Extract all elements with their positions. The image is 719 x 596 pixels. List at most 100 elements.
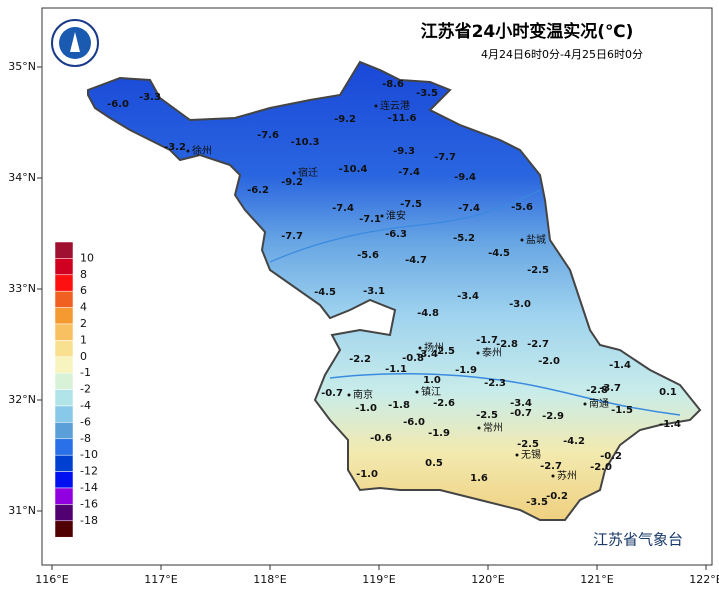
- province-shape: [87, 60, 702, 521]
- station-value: -11.6: [388, 113, 417, 124]
- station-value: -9.2: [281, 177, 303, 188]
- station-value: -1.9: [428, 428, 450, 439]
- city-name: 徐州: [192, 144, 212, 157]
- city-dot: [415, 390, 419, 394]
- legend-swatch: [54, 487, 74, 505]
- station-value: -3.4: [457, 291, 479, 302]
- lat-tick-label: 34°N: [8, 171, 36, 184]
- station-value: -2.7: [540, 461, 562, 472]
- legend-label: -16: [80, 497, 98, 510]
- station-value: -7.4: [398, 167, 420, 178]
- station-value: 0.1: [659, 387, 677, 398]
- legend-label: -14: [80, 481, 98, 494]
- legend-label: -2: [80, 383, 91, 396]
- station-value: -2.5: [527, 265, 549, 276]
- station-value: -0.6: [370, 433, 392, 444]
- legend-label: -10: [80, 448, 98, 461]
- station-value: -1.7: [476, 335, 498, 346]
- station-value: -10.3: [291, 137, 320, 148]
- station-value: -10.4: [339, 164, 368, 175]
- station-value: -0.2: [600, 451, 622, 462]
- city-dot: [347, 393, 351, 397]
- station-value: -1.1: [385, 364, 407, 375]
- station-value: -0.7: [321, 388, 343, 399]
- station-value: -1.8: [388, 400, 410, 411]
- station-value: -3.5: [416, 88, 438, 99]
- legend-swatch: [54, 389, 74, 407]
- station-value: -2.5: [517, 439, 539, 450]
- legend-swatch: [54, 504, 74, 522]
- station-value: -4.5: [314, 287, 336, 298]
- city-name: 盐城: [526, 233, 546, 246]
- city-name: 连云港: [380, 99, 410, 112]
- legend-swatch: [54, 471, 74, 489]
- station-value: -4.2: [563, 436, 585, 447]
- station-value: -2.6: [433, 398, 455, 409]
- logo: [51, 19, 99, 67]
- legend-label: -8: [80, 432, 91, 445]
- station-value: -2.2: [349, 354, 371, 365]
- station-value: -7.7: [281, 231, 303, 242]
- station-value: -7.1: [359, 214, 381, 225]
- station-value: -5.6: [511, 202, 533, 213]
- lon-tick-label: 121°E: [580, 573, 613, 586]
- legend-label: 10: [80, 251, 94, 264]
- station-value: -4.5: [488, 248, 510, 259]
- station-value: -3.4: [510, 398, 532, 409]
- station-value: -3.2: [164, 142, 186, 153]
- station-value: 1.0: [423, 375, 441, 386]
- station-value: -3.0: [509, 299, 531, 310]
- station-value: -3.5: [526, 497, 548, 508]
- legend-swatch: [54, 372, 74, 390]
- station-value: -3.4: [416, 349, 438, 360]
- city-dot: [186, 149, 190, 153]
- river: [329, 372, 681, 416]
- station-value: -6.2: [247, 185, 269, 196]
- station-value: -2.3: [484, 378, 506, 389]
- station-value: -1.4: [609, 360, 631, 371]
- legend-swatch: [54, 274, 74, 292]
- station-value: -1.0: [356, 469, 378, 480]
- legend-swatch: [54, 520, 74, 538]
- station-value: -6.0: [107, 99, 129, 110]
- legend-label: -6: [80, 415, 91, 428]
- legend-label: 2: [80, 317, 87, 330]
- station-value: -2.0: [538, 356, 560, 367]
- station-value: -5.6: [357, 250, 379, 261]
- station-value: -0.8: [402, 353, 424, 364]
- legend-label: -12: [80, 465, 98, 478]
- lat-tick-label: 35°N: [8, 60, 36, 73]
- legend-label: -4: [80, 399, 91, 412]
- legend-swatch: [54, 438, 74, 456]
- legend-label: -18: [80, 514, 98, 527]
- station-value: -1.5: [611, 405, 633, 416]
- city-name: 淮安: [386, 209, 406, 222]
- station-value: -2.8: [586, 385, 608, 396]
- lon-tick-label: 116°E: [35, 573, 68, 586]
- station-value: -7.6: [257, 130, 279, 141]
- lon-tick-label: 119°E: [362, 573, 395, 586]
- lat-tick-label: 33°N: [8, 282, 36, 295]
- legend-label: 4: [80, 301, 87, 314]
- legend-swatch: [54, 258, 74, 276]
- lon-tick-label: 117°E: [144, 573, 177, 586]
- city-dot: [515, 453, 519, 457]
- legend-label: 0: [80, 350, 87, 363]
- station-value: -6.0: [403, 417, 425, 428]
- station-value: -3.3: [139, 92, 161, 103]
- station-value: -6.3: [385, 229, 407, 240]
- city-name: 镇江: [421, 385, 441, 398]
- station-value: -1.9: [455, 365, 477, 376]
- city-dot: [583, 402, 587, 406]
- city-name: 无锡: [521, 448, 541, 461]
- station-value: -3.1: [363, 286, 385, 297]
- city-name: 南京: [353, 388, 373, 401]
- lat-tick-label: 31°N: [8, 504, 36, 517]
- legend-swatch: [54, 323, 74, 341]
- lon-tick-label: 120°E: [471, 573, 504, 586]
- city-dot: [520, 238, 524, 242]
- station-value: -7.4: [458, 203, 480, 214]
- legend-swatch: [54, 356, 74, 374]
- station-value: -2.0: [590, 462, 612, 473]
- station-value: -2.9: [542, 411, 564, 422]
